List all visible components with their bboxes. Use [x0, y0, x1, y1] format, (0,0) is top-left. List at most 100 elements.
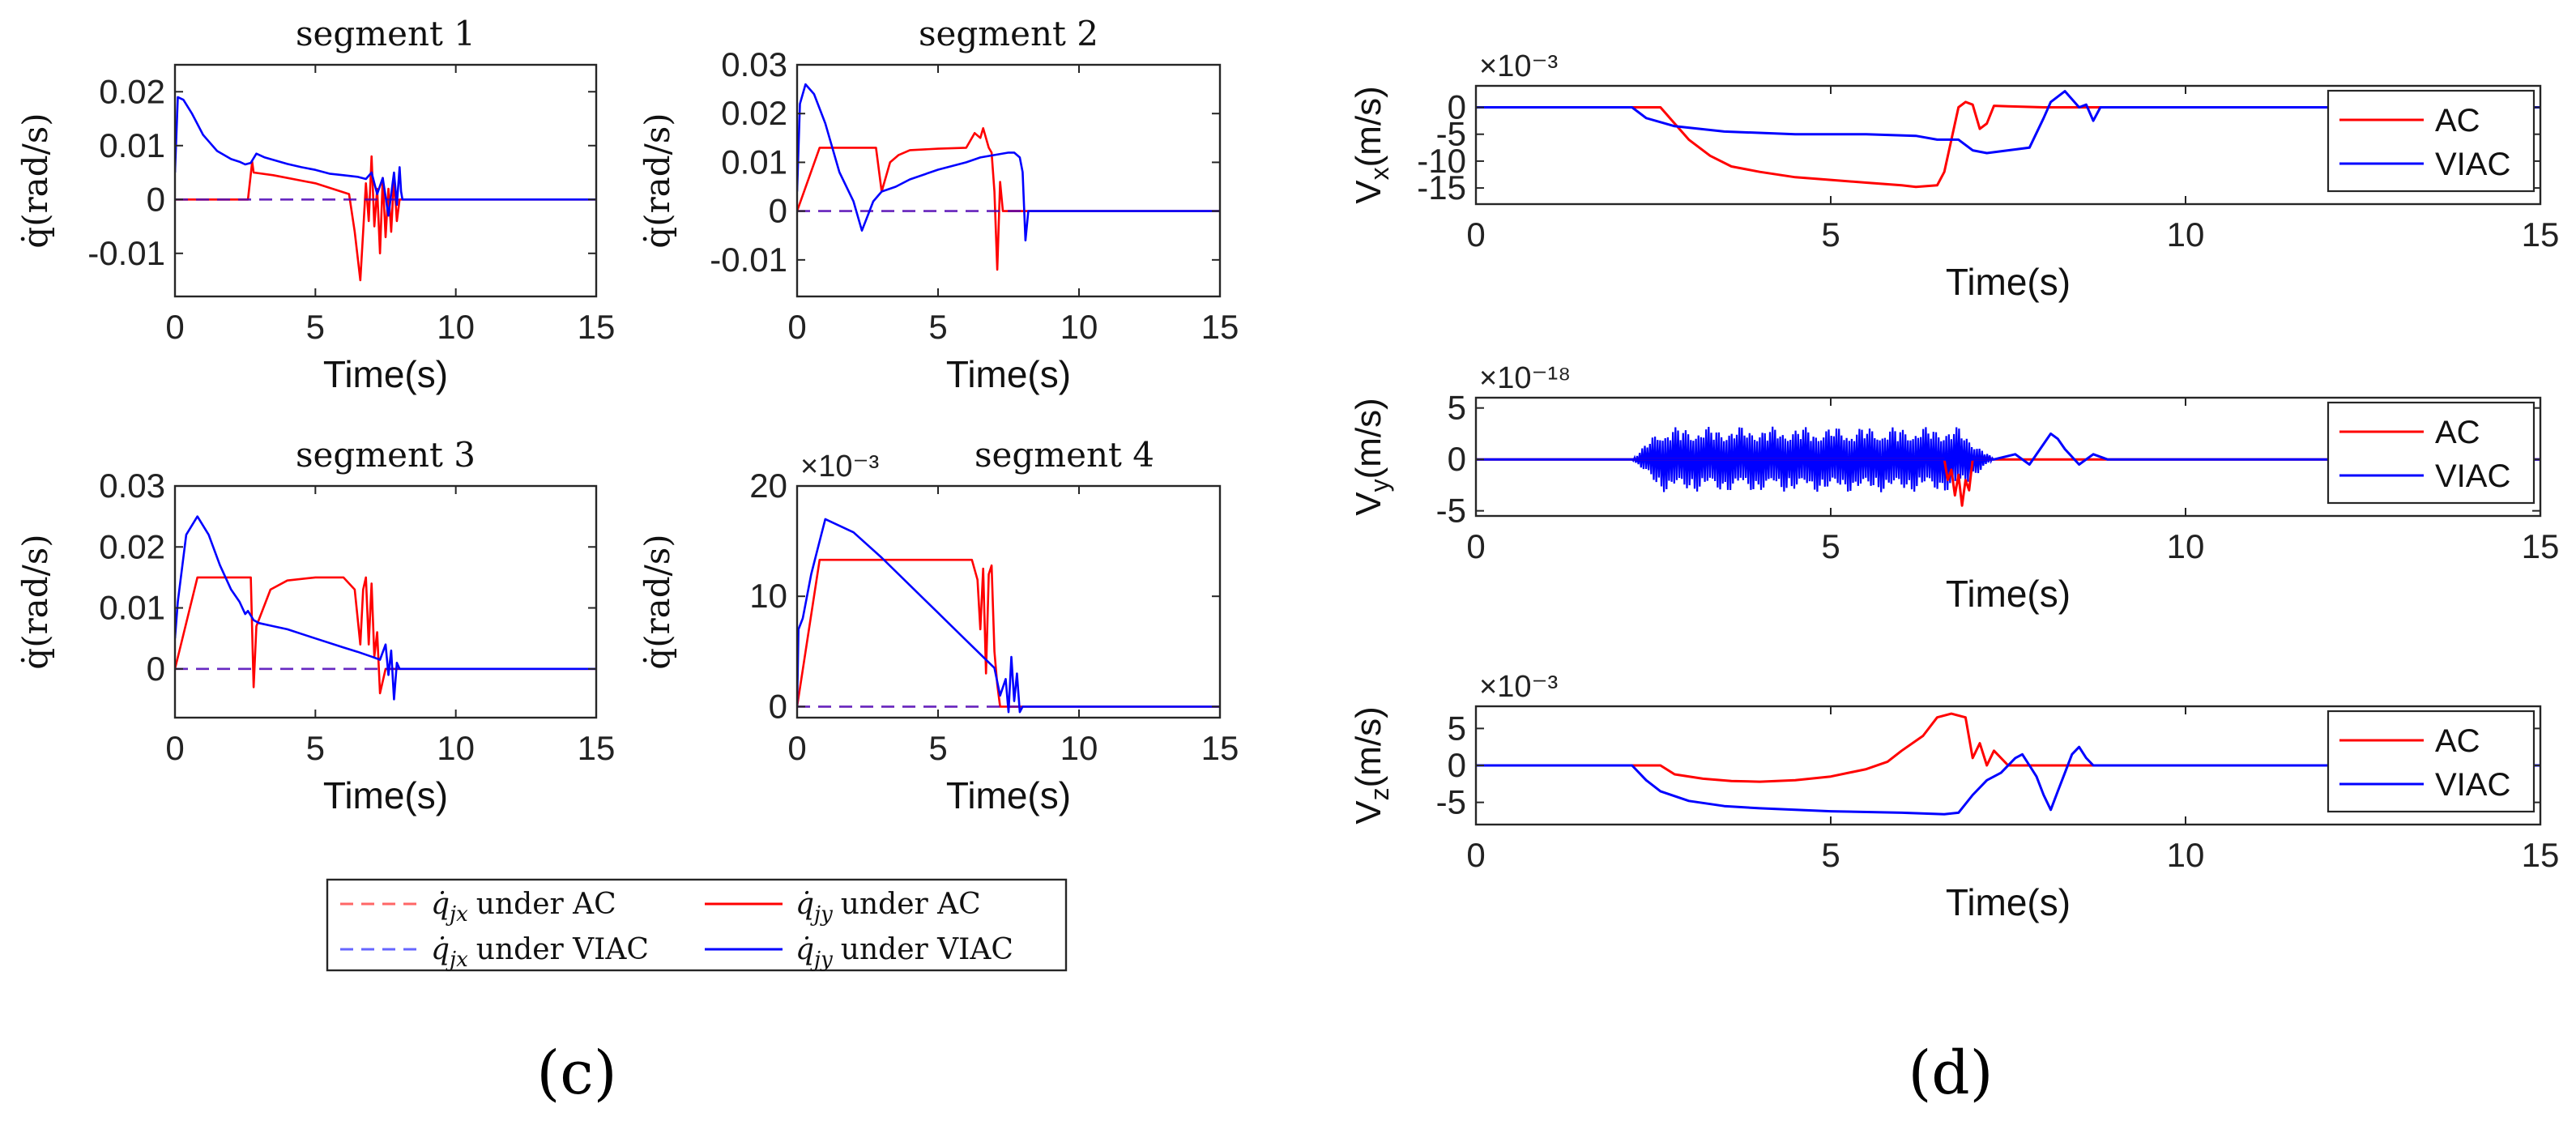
x-axis-label: Time(s) [946, 774, 1071, 816]
legend-c-label-qjy-viac: q̇jy under VIAC [795, 933, 1013, 972]
legend-c-label-qjy-ac: q̇jy under AC [795, 888, 981, 927]
x-tick-label: 5 [306, 308, 325, 346]
axes-box [795, 63, 1222, 298]
y-label-main: V [1349, 492, 1388, 516]
legend-c-sub: jy [810, 948, 833, 972]
charts-layer: 0 5 10 15 -0.01 0 0.01 0.02 Time(s) q̇(rad/s) segm… [15, 14, 2559, 923]
legend-c-text: under VIAC [476, 933, 649, 966]
x-tick-label: 0 [1466, 215, 1485, 254]
x-axis-label: Time(s) [323, 774, 448, 816]
y-label-unit: (m/s) [1349, 86, 1388, 167]
series-ac [1476, 100, 2540, 189]
axis-exponent: ×10⁻³ [1479, 49, 1558, 83]
x-tick-label: 0 [787, 729, 806, 767]
y-tick-label: 0.01 [99, 589, 165, 627]
legend-c-label-qjx-viac: q̇jx under VIAC [431, 933, 649, 972]
legend-c-symbol: q̇ [431, 888, 450, 921]
legend-box [2327, 89, 2535, 193]
y-axis-label: Vz(m/s) [1349, 706, 1394, 825]
y-label-sub: y [1365, 479, 1394, 492]
y-label-main: V [1349, 180, 1388, 204]
plot-lines [797, 83, 1220, 271]
axis-exponent: ×10⁻¹⁸ [1479, 361, 1571, 395]
plot-lines [175, 96, 596, 282]
y-tick-label: -10 [1417, 142, 1466, 180]
x-tick-label: 0 [165, 308, 184, 346]
legend-c-text: under AC [841, 888, 981, 921]
legend-c-items: q̇jx under AC q̇jy under ACq̇jx under VIAC q̇… [340, 888, 1013, 972]
x-axis-label: Time(s) [323, 353, 448, 395]
x-tick-label: 15 [1201, 729, 1239, 767]
plot-lines [797, 518, 1220, 714]
y-tick-label: -5 [1436, 115, 1466, 153]
y-label-unit: (m/s) [1349, 398, 1388, 479]
y-label-sub: x [1365, 167, 1394, 180]
x-axis-label: Time(s) [1946, 881, 2071, 923]
series-q-jy-under-viac [175, 515, 596, 701]
plot-area [797, 486, 1220, 718]
y-tick-label: -5 [1436, 783, 1466, 821]
series-q-jy-under-ac [797, 127, 1220, 271]
legend-box [2327, 401, 2535, 505]
plot-lines [1476, 90, 2540, 189]
y-tick-label: 0.02 [99, 527, 165, 565]
legend-c-symbol: q̇ [795, 933, 814, 966]
x-tick-label: 0 [1466, 527, 1485, 565]
legend-c-symbol: q̇ [431, 933, 450, 966]
y-axis-label: q̇(rad/s) [638, 534, 677, 669]
chart-title: segment 1 [296, 14, 476, 53]
axis-exponent: ×10⁻³ [1479, 670, 1558, 704]
plot-lines [1476, 426, 2540, 507]
y-tick-label: 10 [749, 577, 787, 615]
noise-series-viac [1631, 426, 1994, 492]
chart-title: segment 4 [975, 435, 1154, 475]
plot-area [175, 65, 596, 296]
legend-vy: AC VIAC [2327, 401, 2535, 505]
x-tick-label: 10 [437, 729, 475, 767]
axes-box [173, 484, 598, 719]
y-tick-label: 0 [147, 650, 165, 688]
y-tick-label: 5 [1448, 709, 1466, 747]
y-label-unit: (m/s) [1349, 706, 1388, 787]
y-tick-label: -0.01 [710, 241, 787, 279]
y-axis-label: q̇(rad/s) [638, 113, 677, 248]
legend-c-text: under VIAC [841, 933, 1013, 966]
y-tick-label: 0.03 [721, 45, 787, 83]
x-tick-label: 10 [437, 308, 475, 346]
legend-c-sub: jx [446, 948, 468, 972]
x-tick-label: 0 [165, 729, 184, 767]
x-tick-label: 15 [578, 308, 616, 346]
chart-title: segment 2 [919, 14, 1098, 53]
x-tick-label: 15 [1201, 308, 1239, 346]
series-q-jy-under-viac [797, 518, 1220, 714]
y-tick-label: 0 [1448, 88, 1466, 126]
x-tick-label: 5 [306, 729, 325, 767]
legend-box [2327, 710, 2535, 813]
legend-vz: AC VIAC [2327, 710, 2535, 813]
plot-area [175, 486, 596, 718]
x-tick-label: 10 [2167, 215, 2205, 254]
y-tick-label: -15 [1417, 168, 1466, 207]
chart-seg3: 0 5 10 15 0 0.01 0.02 0.03 Time(s) q̇(rad/s) segme… [15, 435, 615, 816]
axes-box [173, 63, 598, 298]
x-tick-label: 10 [1060, 729, 1098, 767]
x-tick-label: 15 [2522, 215, 2560, 254]
y-tick-label: 0.02 [721, 94, 787, 132]
legend-label-viac: VIAC [2435, 458, 2510, 494]
y-tick-label: 20 [749, 467, 787, 505]
legend-c-sub: jy [810, 902, 833, 927]
series-viac [1476, 745, 2540, 816]
legend-c-label-qjx-ac: q̇jx under AC [431, 888, 616, 927]
plot-lines [1476, 712, 2540, 816]
y-tick-label: -5 [1436, 492, 1466, 530]
legend-c-text: under AC [476, 888, 616, 921]
series-viac [1476, 90, 2540, 155]
y-tick-label: 0.01 [99, 126, 165, 164]
y-axis-label: q̇(rad/s) [15, 534, 55, 669]
legend-label-viac: VIAC [2435, 147, 2510, 182]
y-label-main: V [1349, 800, 1388, 825]
